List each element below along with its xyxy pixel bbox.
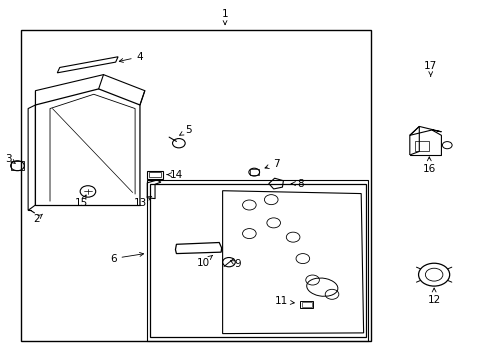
Bar (249, 169, 258, 175)
Bar (147, 171, 163, 179)
Text: 5: 5 (179, 125, 191, 135)
Bar (300, 301, 312, 308)
Bar (11, 161, 24, 170)
Text: 16: 16 (422, 157, 435, 174)
Text: 6: 6 (110, 252, 143, 264)
Text: 8: 8 (291, 179, 303, 189)
Text: 9: 9 (230, 259, 240, 269)
Text: 4: 4 (119, 52, 143, 62)
Text: 14: 14 (167, 170, 183, 180)
Bar (414, 141, 428, 152)
Text: 1: 1 (221, 9, 228, 25)
Bar (149, 172, 161, 177)
Bar (21, 30, 370, 341)
Text: 15: 15 (75, 195, 88, 208)
Text: 11: 11 (274, 296, 294, 306)
Bar (147, 180, 368, 341)
Text: 10: 10 (196, 255, 212, 268)
Text: 3: 3 (5, 154, 15, 163)
Text: 12: 12 (427, 288, 440, 305)
Bar (301, 302, 311, 307)
Text: 7: 7 (264, 159, 279, 169)
Text: 2: 2 (33, 214, 42, 224)
Text: 13: 13 (133, 196, 151, 208)
Text: 17: 17 (423, 61, 436, 76)
